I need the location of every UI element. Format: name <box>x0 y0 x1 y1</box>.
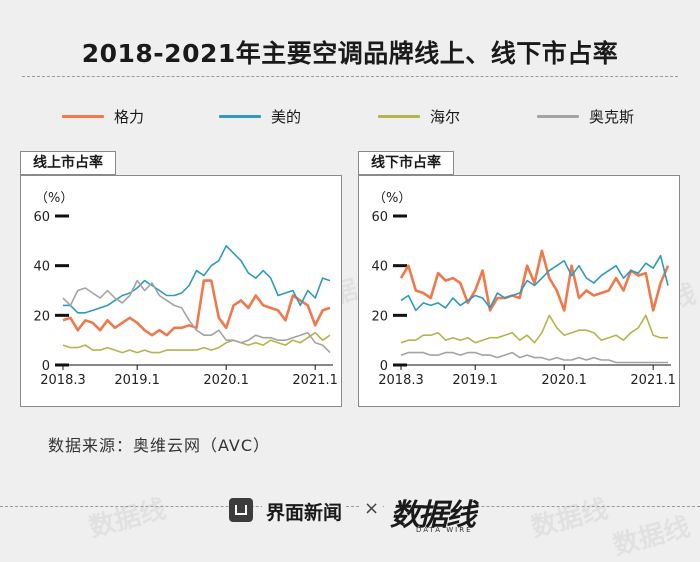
legend-label-midea: 美的 <box>271 108 302 126</box>
series-line-haier <box>400 314 668 344</box>
y-tick-label: 40 <box>33 260 50 275</box>
legend-item-gree: 格力 <box>62 106 144 127</box>
y-tick-label: 20 <box>371 309 388 324</box>
x-tick-label: 2021.1 <box>630 373 676 388</box>
legend-label-haier: 海尔 <box>430 108 461 126</box>
legend-item-aux: 奥克斯 <box>537 106 634 127</box>
x-tick-label: 2019.1 <box>452 373 498 388</box>
y-axis-label: （%） <box>35 191 73 206</box>
x-tick-label: 2019.1 <box>114 373 160 388</box>
brand-jiemian: 界面新闻 <box>262 498 347 525</box>
legend-swatch-gree <box>62 115 104 118</box>
online-chart-title: 线上市占率 <box>20 151 116 175</box>
offline-chart: （%） 0 20 40 60 2018.3 2019.1 2020.1 2021.1 <box>371 191 676 388</box>
online-chart: （%） 0 20 40 60 2018.3 2019.1 2020.1 2021.1 <box>33 191 338 388</box>
title-divider <box>22 76 678 77</box>
x-tick-label: 2020.1 <box>541 373 587 388</box>
x-tick-label: 2018.3 <box>40 373 86 388</box>
series-line-midea <box>63 245 331 314</box>
page-title: 2018-2021年主要空调品牌线上、线下市占率 <box>81 39 619 68</box>
brand-separator: × <box>360 498 384 519</box>
offline-chart-title: 线下市占率 <box>358 151 454 175</box>
series-line-midea <box>400 254 669 312</box>
series-line-gree <box>399 249 670 312</box>
series-line-haier <box>62 331 331 354</box>
series-line-aux <box>62 279 331 354</box>
y-tick-label: 60 <box>33 210 50 225</box>
brand-datawire: 数据线 <box>386 490 478 534</box>
y-tick-label: 0 <box>380 359 388 374</box>
legend-swatch-midea <box>219 115 261 118</box>
y-tick-label: 20 <box>33 309 50 324</box>
online-chart-panel: （%） 0 20 40 60 2018.3 2019.1 2020.1 2021.1 <box>20 175 342 407</box>
legend-label-aux: 奥克斯 <box>589 108 635 126</box>
legend-label-gree: 格力 <box>114 108 145 126</box>
legend-item-haier: 海尔 <box>378 106 460 127</box>
legend-swatch-haier <box>378 115 420 118</box>
x-tick-label: 2020.1 <box>203 373 249 388</box>
data-source: 数据来源：奥维云网（AVC） <box>48 436 271 455</box>
series-line-gree <box>62 279 331 337</box>
x-tick-label: 2018.3 <box>378 373 424 388</box>
y-axis-label: （%） <box>373 191 411 206</box>
brand-datawire-sub: DATA WIRE <box>416 526 473 534</box>
offline-chart-panel: （%） 0 20 40 60 2018.3 2019.1 2020.1 2021.1 <box>358 175 680 407</box>
series-line-aux <box>400 351 668 364</box>
y-tick-label: 0 <box>42 359 50 374</box>
x-tick-label: 2021.1 <box>292 373 338 388</box>
legend-swatch-aux <box>537 115 579 118</box>
y-tick-label: 40 <box>371 260 388 275</box>
footer: 界面新闻 × 数据线 DATA WIRE <box>0 490 700 534</box>
legend-item-midea: 美的 <box>219 106 301 127</box>
footer-divider <box>0 506 700 507</box>
chart-legend: 格力 美的 海尔 奥克斯 <box>0 106 700 130</box>
y-tick-label: 60 <box>371 210 388 225</box>
jiemian-logo-icon <box>229 498 253 522</box>
